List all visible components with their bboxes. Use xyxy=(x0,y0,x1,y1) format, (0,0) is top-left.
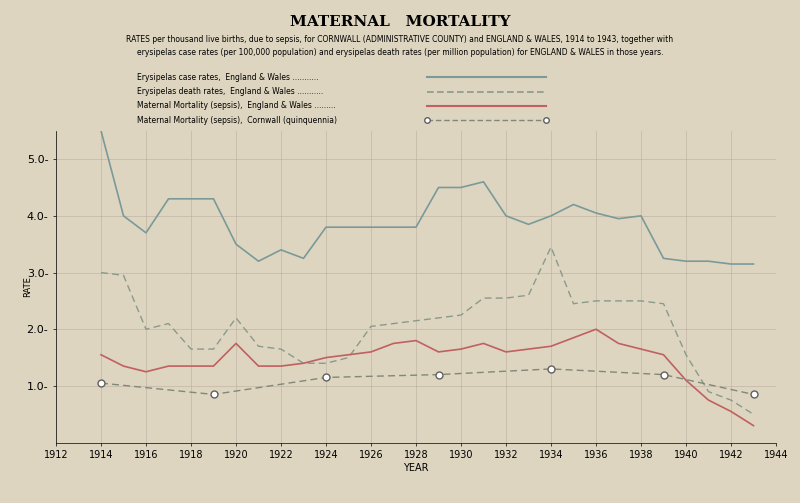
Text: Erysipelas case rates,  England & Wales ...........: Erysipelas case rates, England & Wales .… xyxy=(137,72,318,81)
Text: Maternal Mortality (sepsis),  England & Wales .........: Maternal Mortality (sepsis), England & W… xyxy=(137,102,335,111)
Text: Maternal Mortality (sepsis),  Cornwall (quinquennia): Maternal Mortality (sepsis), Cornwall (q… xyxy=(137,116,337,125)
Text: RATES per thousand live births, due to sepsis, for CORNWALL (ADMINISTRATIVE COUN: RATES per thousand live births, due to s… xyxy=(126,35,674,44)
Text: MATERNAL   MORTALITY: MATERNAL MORTALITY xyxy=(290,15,510,29)
Text: erysipelas case rates (per 100,000 population) and erysipelas death rates (per m: erysipelas case rates (per 100,000 popul… xyxy=(137,48,663,57)
Text: Erysipelas death rates,  England & Wales ...........: Erysipelas death rates, England & Wales … xyxy=(137,87,323,96)
Text: RATE: RATE xyxy=(22,276,32,297)
X-axis label: YEAR: YEAR xyxy=(403,463,429,473)
